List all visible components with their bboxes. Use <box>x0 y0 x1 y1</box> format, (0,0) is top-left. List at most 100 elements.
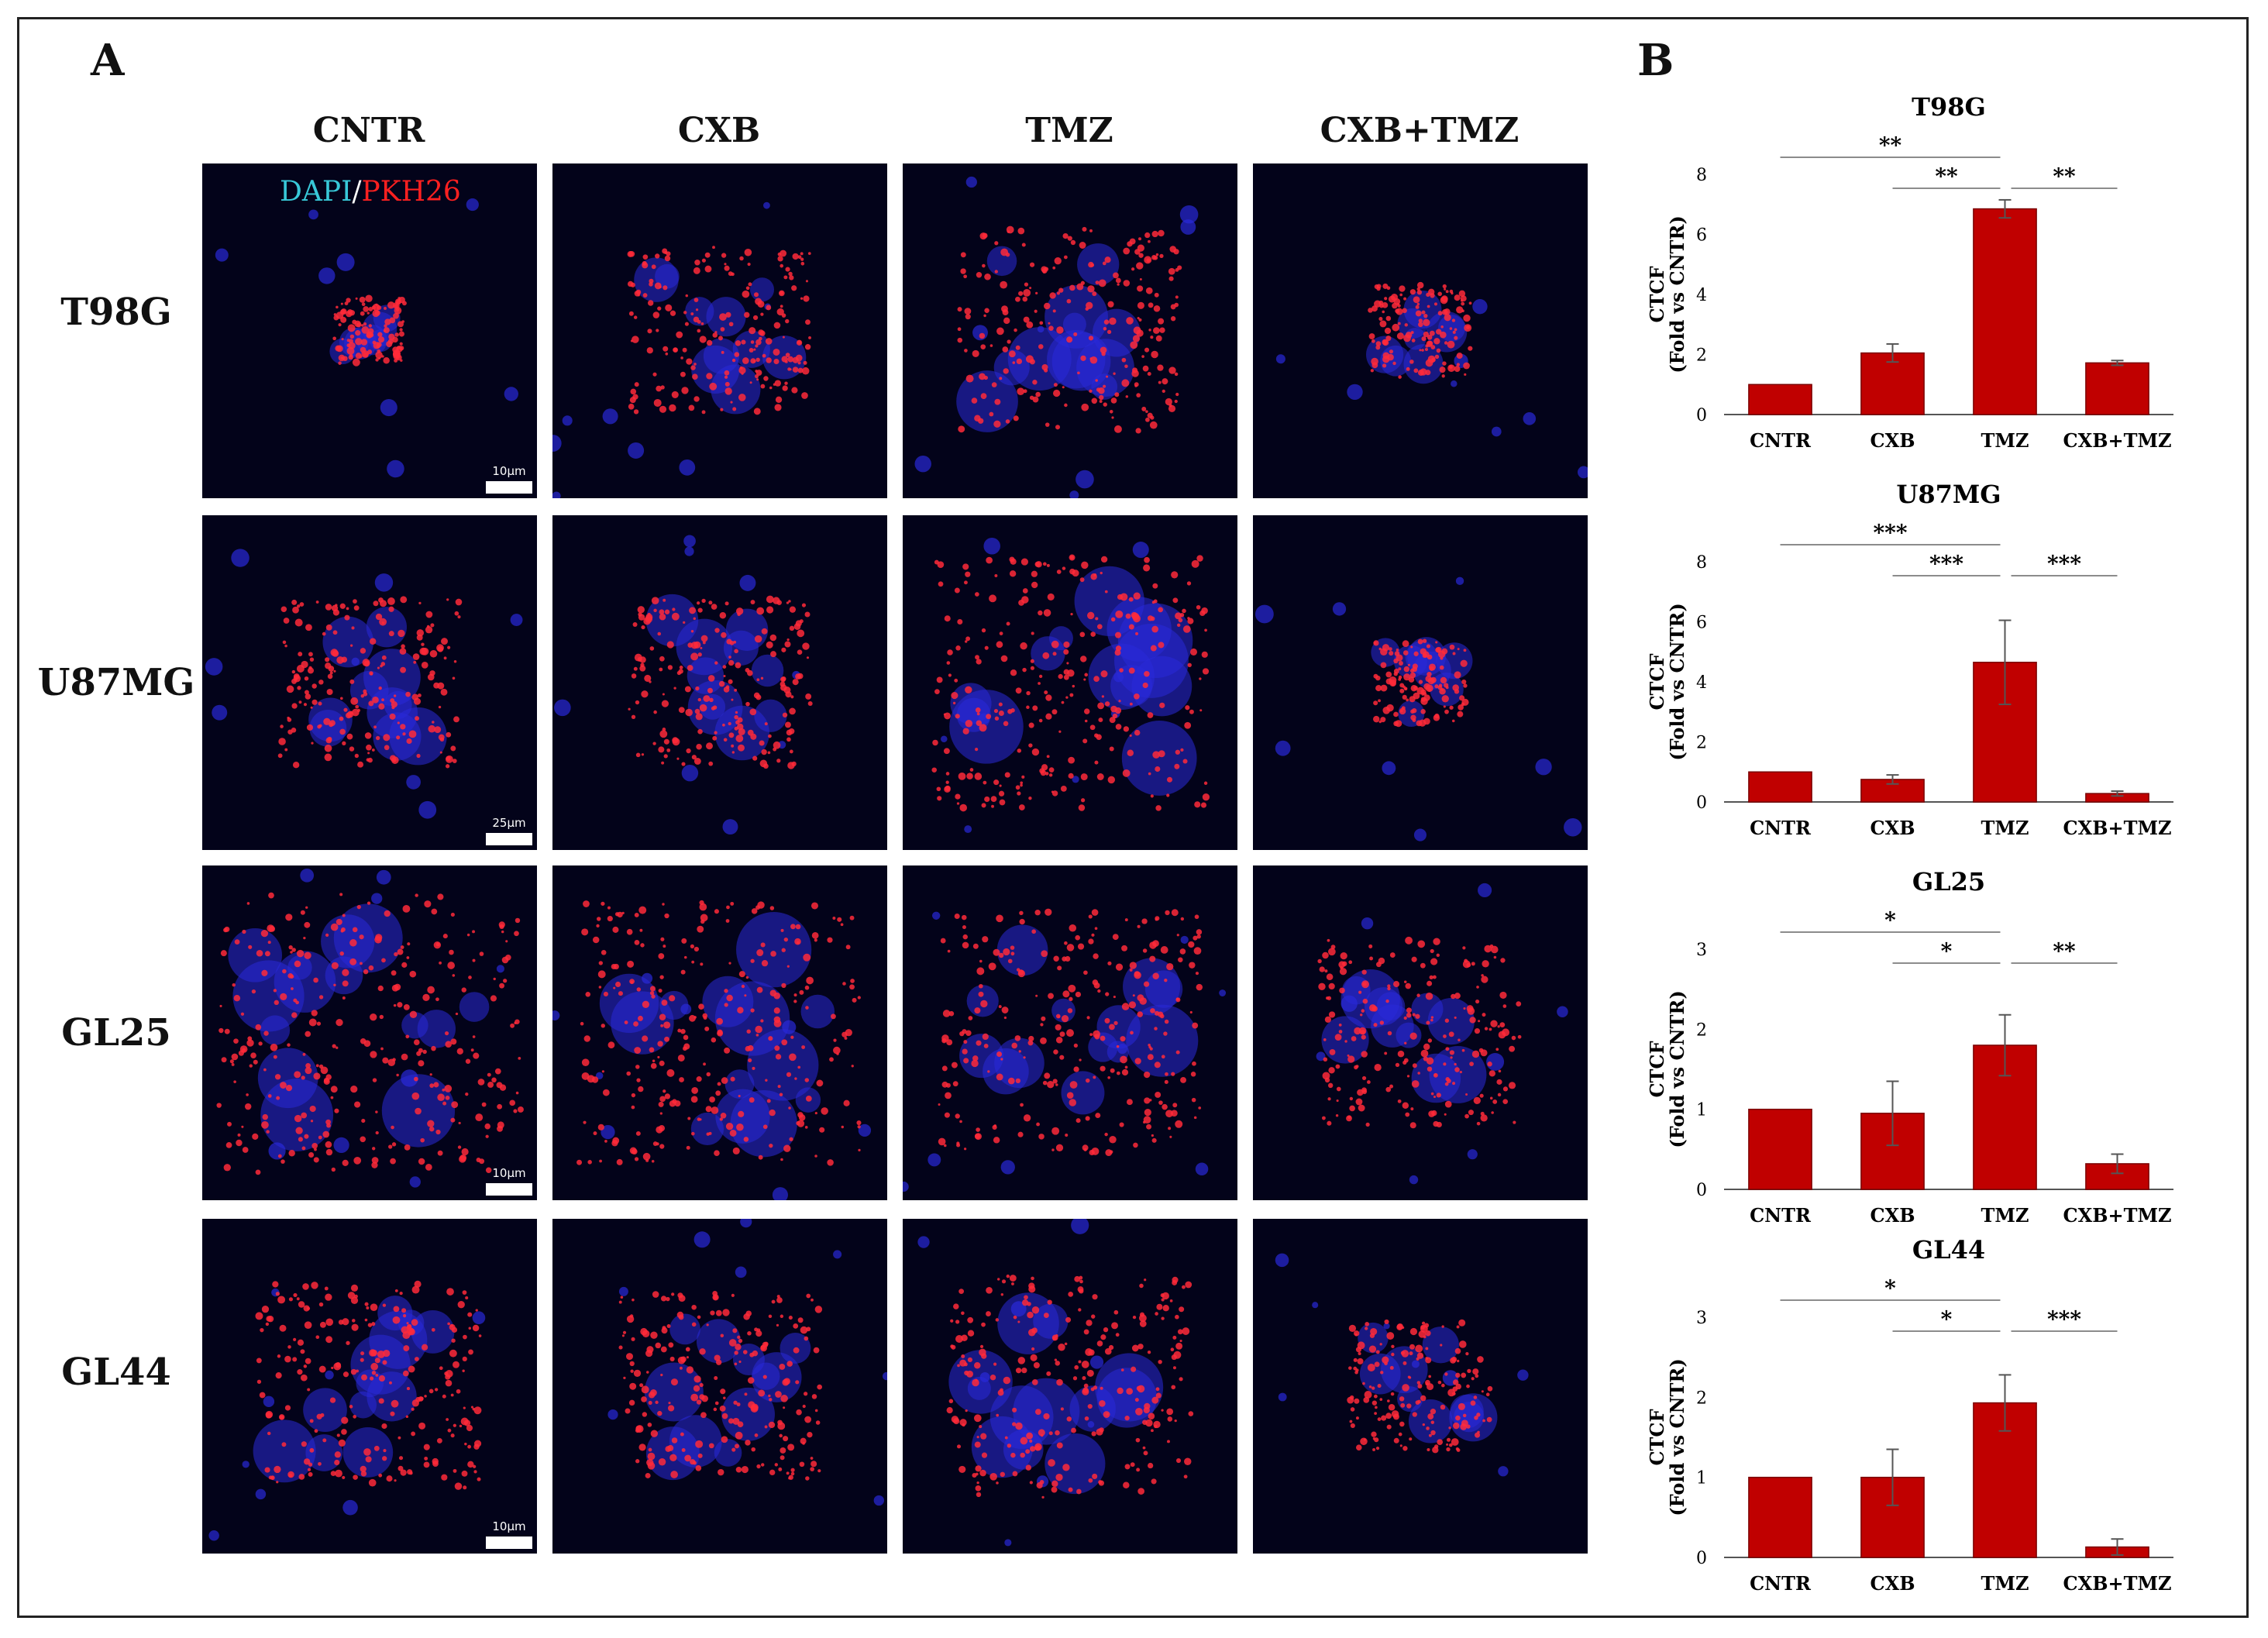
chart-t98g: T98G CTCF(Fold vs CNTR) 0 2 4 6 8 CNTR CXB TMZ CXB… <box>1608 89 2228 461</box>
x-tick-label: TMZ <box>1981 429 2029 452</box>
y-tick-label: 2 <box>1696 346 1707 366</box>
y-axis-label: CTCF(Fold vs CNTR) <box>1646 215 1688 373</box>
y-tick-label: 1 <box>1696 1469 1707 1488</box>
chart-title: GL44 <box>1912 1235 1985 1265</box>
significance-label: ** <box>1879 132 1902 158</box>
legend-separator: / <box>352 176 362 208</box>
x-tick-label: CXB+TMZ <box>2063 1572 2171 1595</box>
chart-title: GL25 <box>1912 867 1985 896</box>
x-tick-label: CXB+TMZ <box>2063 429 2171 452</box>
scale-bar <box>486 1536 532 1549</box>
significance-label: *** <box>2047 551 2081 576</box>
micrograph-gl44-cntr: 10µm <box>202 1219 537 1554</box>
y-tick-label: 2 <box>1696 734 1707 753</box>
row-header-gl25: GL25 <box>61 1011 171 1055</box>
bar <box>1973 208 2037 415</box>
scale-bar <box>486 1183 532 1196</box>
y-tick-label: 2 <box>1696 1020 1707 1040</box>
x-tick-label: CXB+TMZ <box>2063 817 2171 839</box>
row-header-u87mg: U87MG <box>37 661 195 704</box>
micrograph-gl44-cxb-tmz <box>1253 1219 1588 1554</box>
scale-bar-label: 10µm <box>492 1519 526 1533</box>
column-header-cxb-tmz: CXB+TMZ <box>1320 111 1519 150</box>
chart-gl44: GL44 CTCF(Fold vs CNTR) 0 1 2 3 CNTR CXB TMZ CXB+… <box>1608 1232 2228 1604</box>
x-tick-label: CNTR <box>1750 429 1812 452</box>
y-axis-label: CTCF(Fold vs CNTR) <box>1646 603 1688 760</box>
figure-frame: A B CNTR CXB TMZ CXB+TMZ T98G U87MG GL25… <box>17 17 2249 1618</box>
micrograph-gl25-tmz <box>903 865 1237 1200</box>
y-tick-label: 6 <box>1696 614 1707 633</box>
y-tick-label: 0 <box>1696 406 1707 425</box>
micrograph-u87mg-cntr: 25µm <box>202 515 537 850</box>
micrograph-gl25-cxb-tmz <box>1253 865 1588 1200</box>
column-header-tmz: TMZ <box>1025 111 1113 150</box>
x-tick-label: TMZ <box>1981 1572 2029 1595</box>
y-tick-label: 6 <box>1696 226 1707 246</box>
bar-chart-svg: GL44 CTCF(Fold vs CNTR) 0 1 2 3 CNTR CXB TMZ CXB+… <box>1646 1235 2173 1595</box>
column-header-cntr: CNTR <box>312 111 425 150</box>
micrograph-u87mg-tmz <box>903 515 1237 850</box>
chart-title: U87MG <box>1896 480 2001 509</box>
bar-chart-svg: U87MG CTCF(Fold vs CNTR) 0 2 4 6 8 CNTR CXB TMZ CX… <box>1646 480 2173 839</box>
scale-bar <box>486 833 532 845</box>
micrograph-t98g-cntr: 10µm DAPI/PKH26 <box>202 163 537 498</box>
y-tick-label: 4 <box>1696 286 1707 305</box>
scale-bar-label: 25µm <box>492 816 526 830</box>
micrograph-u87mg-cxb-tmz <box>1253 515 1588 850</box>
bar <box>2085 362 2149 415</box>
y-tick-label: 3 <box>1696 1309 1707 1328</box>
bar-chart-svg: T98G CTCF(Fold vs CNTR) 0 2 4 6 8 CNTR CXB TMZ CXB… <box>1646 92 2173 452</box>
micrograph-t98g-cxb-tmz <box>1253 163 1588 498</box>
x-tick-label: CNTR <box>1750 1204 1812 1227</box>
x-tick-label: TMZ <box>1981 817 2029 839</box>
x-tick-label: TMZ <box>1981 1204 2029 1227</box>
x-tick-label: CNTR <box>1750 1572 1812 1595</box>
y-tick-label: 0 <box>1696 1549 1707 1568</box>
row-header-t98g: T98G <box>60 291 172 334</box>
y-tick-label: 8 <box>1696 166 1707 185</box>
y-tick-label: 0 <box>1696 793 1707 813</box>
chart-title: T98G <box>1912 92 1986 122</box>
significance-label: ** <box>2053 163 2076 189</box>
x-tick-label: CXB <box>1870 817 1915 839</box>
y-tick-label: 2 <box>1696 1389 1707 1408</box>
micrograph-t98g-cxb <box>552 163 887 498</box>
significance-label: *** <box>1874 520 1908 545</box>
x-tick-label: CXB <box>1870 1204 1915 1227</box>
x-tick-label: CNTR <box>1750 817 1812 839</box>
micrograph-gl44-tmz <box>903 1219 1237 1554</box>
significance-label: * <box>1884 1275 1896 1301</box>
y-tick-label: 1 <box>1696 1101 1707 1120</box>
y-axis-label: CTCF(Fold vs CNTR) <box>1646 990 1688 1148</box>
significance-label: * <box>1941 1306 1953 1332</box>
column-header-cxb: CXB <box>677 111 761 150</box>
panel-b-label: B <box>1637 35 1674 86</box>
stain-legend: DAPI/PKH26 <box>280 176 461 208</box>
micrograph-u87mg-cxb <box>552 515 887 850</box>
x-tick-label: CXB+TMZ <box>2063 1204 2171 1227</box>
micrograph-t98g-tmz <box>903 163 1237 498</box>
y-axis-label: CTCF(Fold vs CNTR) <box>1646 1358 1688 1516</box>
bar <box>1748 1108 1812 1190</box>
row-header-gl44: GL44 <box>61 1351 171 1394</box>
significance-label: *** <box>2047 1306 2081 1332</box>
y-tick-label: 8 <box>1696 553 1707 573</box>
micrograph-gl25-cxb <box>552 865 887 1200</box>
bar <box>1748 1476 1812 1558</box>
micrograph-gl44-cxb <box>552 1219 887 1554</box>
chart-u87mg: U87MG CTCF(Fold vs CNTR) 0 2 4 6 8 CNTR CXB TMZ CX… <box>1608 477 2228 848</box>
significance-label: ** <box>2053 938 2076 964</box>
chart-gl25: GL25 CTCF(Fold vs CNTR) 0 1 2 3 CNTR CXB TMZ CXB+… <box>1608 864 2228 1236</box>
panel-a-label: A <box>91 35 125 86</box>
x-tick-label: CXB <box>1870 429 1915 452</box>
y-tick-label: 3 <box>1696 941 1707 960</box>
significance-label: * <box>1884 907 1896 933</box>
y-tick-label: 4 <box>1696 673 1707 693</box>
significance-label: *** <box>1929 551 1963 576</box>
scale-bar <box>486 481 532 494</box>
scale-bar-label: 10µm <box>492 1166 526 1180</box>
bar <box>1748 771 1812 803</box>
significance-label: ** <box>1935 163 1958 189</box>
pkh26-label: PKH26 <box>361 176 461 208</box>
bar-chart-svg: GL25 CTCF(Fold vs CNTR) 0 1 2 3 CNTR CXB TMZ CXB+… <box>1646 867 2173 1227</box>
